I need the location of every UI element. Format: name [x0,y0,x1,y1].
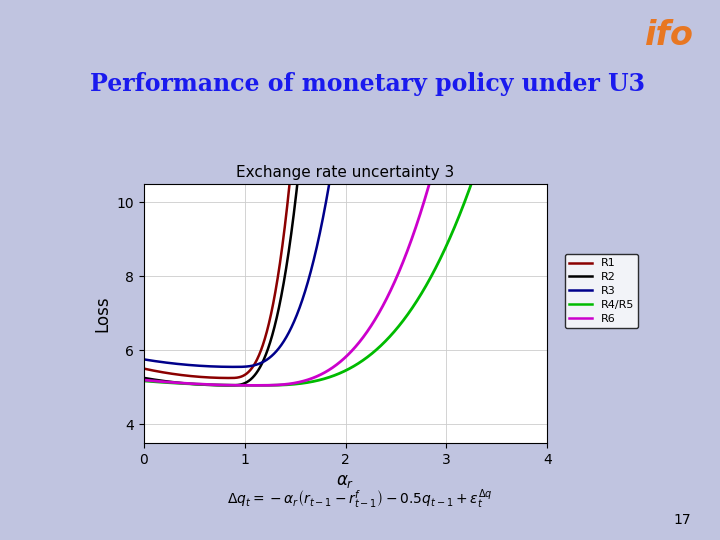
Y-axis label: Loss: Loss [93,295,111,332]
X-axis label: $\alpha_r$: $\alpha_r$ [336,472,355,490]
Text: ifo: ifo [645,18,694,52]
Legend: R1, R2, R3, R4/R5, R6: R1, R2, R3, R4/R5, R6 [565,254,638,328]
Text: 17: 17 [674,512,691,526]
Text: $\Delta q_t = -\alpha_r\left(r_{t-1} - r^f_{t-1}\right) - 0.5q_{t-1} + \varepsil: $\Delta q_t = -\alpha_r\left(r_{t-1} - r… [228,488,492,511]
Title: Exchange rate uncertainty 3: Exchange rate uncertainty 3 [236,165,455,180]
Text: Performance of monetary policy under U3: Performance of monetary policy under U3 [90,72,644,96]
